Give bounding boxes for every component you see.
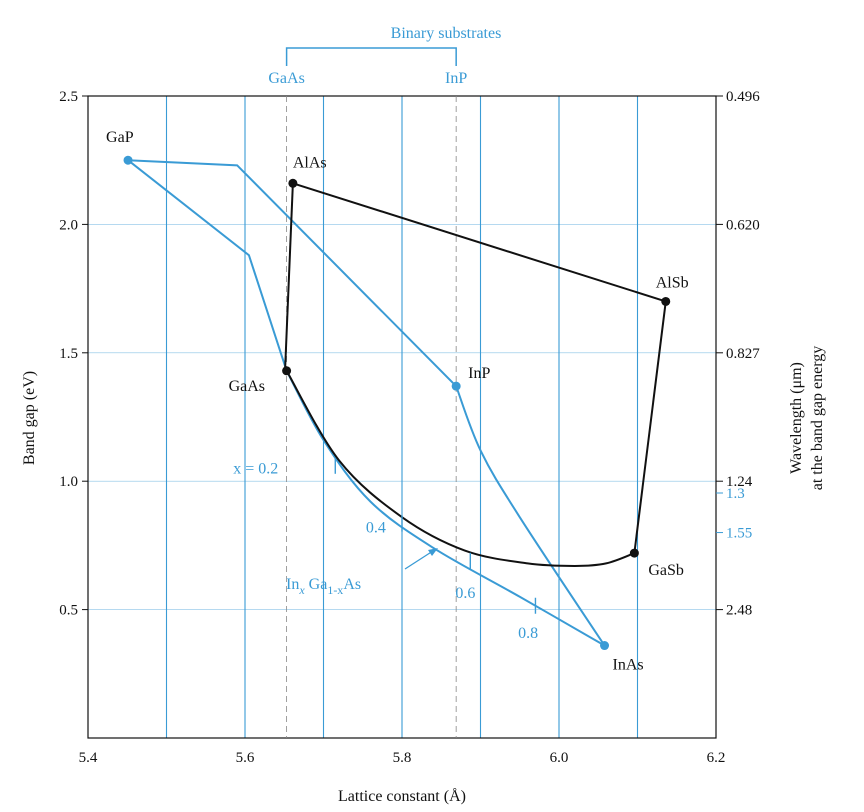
x-axis-title: Lattice constant (Å) — [338, 787, 466, 805]
composition-marks: x = 0.2 0.4 0.6 0.8 — [233, 457, 538, 642]
wavelength-tick-label: 2.48 — [726, 603, 752, 619]
substrate-guides — [286, 96, 457, 738]
x-tick-label: 6.2 — [707, 750, 726, 766]
y2-axis-title-line1: Wavelength (μm) — [788, 362, 805, 474]
wavelength-tick-label: 0.620 — [726, 217, 760, 233]
alloy-arrowhead — [428, 548, 438, 556]
y-axis-ticks: 0.5 1.0 1.5 2.0 2.5 — [59, 89, 88, 619]
curve-blue-3 — [285, 370, 606, 647]
point-label-gap: GaP — [106, 129, 134, 146]
composition-label: 0.4 — [366, 520, 386, 537]
y2-axis-title-line2: at the band gap energy — [809, 346, 826, 491]
wavelength-tick-label: 0.496 — [726, 89, 760, 105]
wavelength-tick-label: 0.827 — [726, 346, 760, 362]
wavelength-axis-ticks: 0.496 0.620 0.827 1.241.3 1.55 2.48 — [716, 89, 760, 619]
point-gap — [123, 155, 133, 165]
curve-black-4 — [284, 183, 294, 371]
substrate-label-gaas: GaAs — [268, 70, 304, 87]
y-tick-label: 1.5 — [59, 346, 78, 362]
point-gaas — [282, 366, 292, 376]
alloy-label: Inx Ga1-xAs — [286, 548, 438, 597]
y-tick-label: 0.5 — [59, 603, 78, 619]
point-inas — [600, 641, 610, 651]
plot-frame — [87, 95, 717, 739]
grid-lines — [88, 96, 716, 738]
y-axis-title: Band gap (eV) — [21, 371, 38, 465]
composition-label: 0.8 — [518, 625, 538, 642]
curve-black-5 — [292, 182, 667, 303]
point-label-gasb: GaSb — [648, 562, 684, 579]
curve-blue-0 — [127, 159, 457, 387]
y-tick-label: 2.0 — [59, 217, 78, 233]
x-axis-ticks: 5.4 5.6 5.8 6.0 6.2 — [79, 750, 726, 766]
x-tick-label: 5.4 — [79, 750, 98, 766]
curve-black-6 — [633, 301, 667, 554]
composition-label: 0.6 — [455, 585, 475, 602]
point-inp — [451, 381, 461, 391]
composition-label: x = 0.2 — [233, 460, 278, 477]
x-tick-label: 5.6 — [236, 750, 255, 766]
substrate-label-inp: InP — [445, 70, 467, 87]
x-tick-label: 6.0 — [550, 750, 569, 766]
curve-blue-1 — [127, 159, 288, 372]
y-tick-label: 1.0 — [59, 474, 78, 490]
alloy-label-prefix: In — [286, 576, 299, 593]
wavelength-tick-label: 1.24 — [726, 474, 753, 490]
wavelength-tick-label: 1.55 — [726, 526, 752, 542]
binary-substrates-title: Binary substrates — [391, 25, 502, 42]
binary-substrates-bracket: Binary substrates GaAs InP — [268, 25, 501, 87]
curve-black-7 — [285, 370, 635, 567]
alloy-label-sub1: x — [298, 583, 305, 597]
alloy-label-sub2: 1-x — [327, 583, 343, 597]
curve-blue-2 — [455, 385, 606, 647]
point-gasb — [629, 548, 639, 558]
y-tick-label: 2.5 — [59, 89, 78, 105]
point-alsb — [661, 296, 671, 306]
alloy-label-suffix: As — [343, 576, 361, 593]
point-label-alas: AlAs — [293, 154, 327, 171]
curves — [127, 159, 667, 647]
point-label-alsb: AlSb — [656, 274, 689, 291]
x-tick-label: 5.8 — [393, 750, 412, 766]
point-label-gaas: GaAs — [229, 378, 265, 395]
alloy-label-mid: Ga — [305, 576, 328, 593]
point-alas — [288, 178, 298, 188]
point-label-inp: InP — [468, 365, 490, 382]
svg-text:Inx Ga1-xAs: Inx Ga1-xAs — [286, 576, 361, 597]
wavelength-tick-label: 1.3 — [726, 486, 745, 502]
point-label-inas: InAs — [613, 657, 644, 674]
